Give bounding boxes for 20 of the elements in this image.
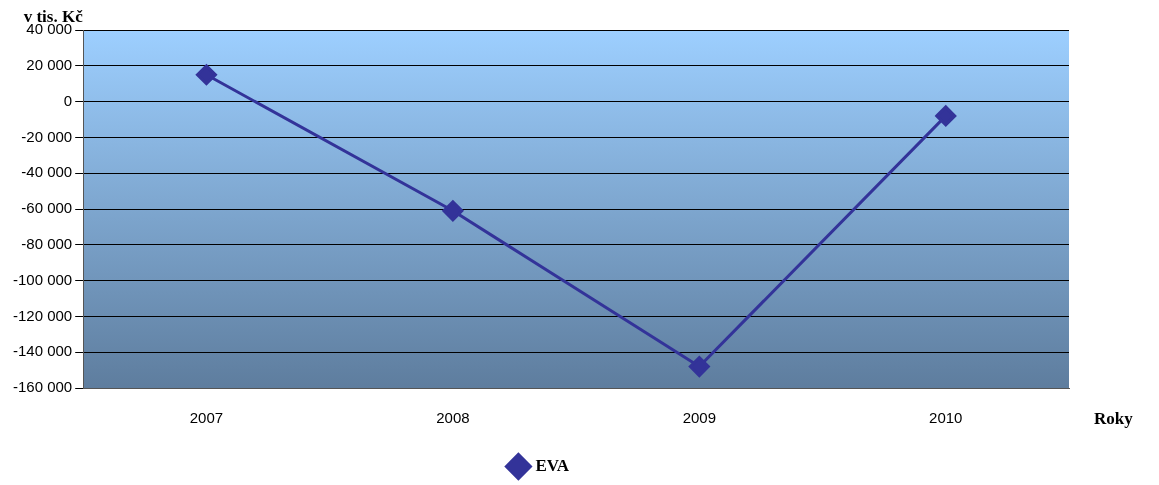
legend-label: EVA <box>535 455 570 475</box>
y-tick-label: -160 000 <box>13 378 73 396</box>
y-tick-label: -80 000 <box>21 234 73 252</box>
point <box>688 356 710 378</box>
point <box>935 105 957 127</box>
y-tick-label: -100 000 <box>13 270 73 288</box>
y-tick-label: 0 <box>63 91 73 109</box>
x-tick-label: 2009 <box>682 409 717 427</box>
y-tick-label: -20 000 <box>21 127 73 145</box>
point <box>195 64 217 86</box>
y-tick-label: -140 000 <box>13 342 73 360</box>
x-tick-label: 2008 <box>436 409 470 427</box>
y-tick-label: -120 000 <box>13 306 73 324</box>
x-tick-label: 2007 <box>189 409 224 427</box>
x-axis-title: Roky <box>1094 409 1134 429</box>
point <box>442 200 464 222</box>
y-tick-label: -60 000 <box>21 199 73 217</box>
y-tick-label: 20 000 <box>26 55 73 73</box>
x-tick-label: 2010 <box>929 409 963 427</box>
y-tick-label: -40 000 <box>21 163 73 181</box>
